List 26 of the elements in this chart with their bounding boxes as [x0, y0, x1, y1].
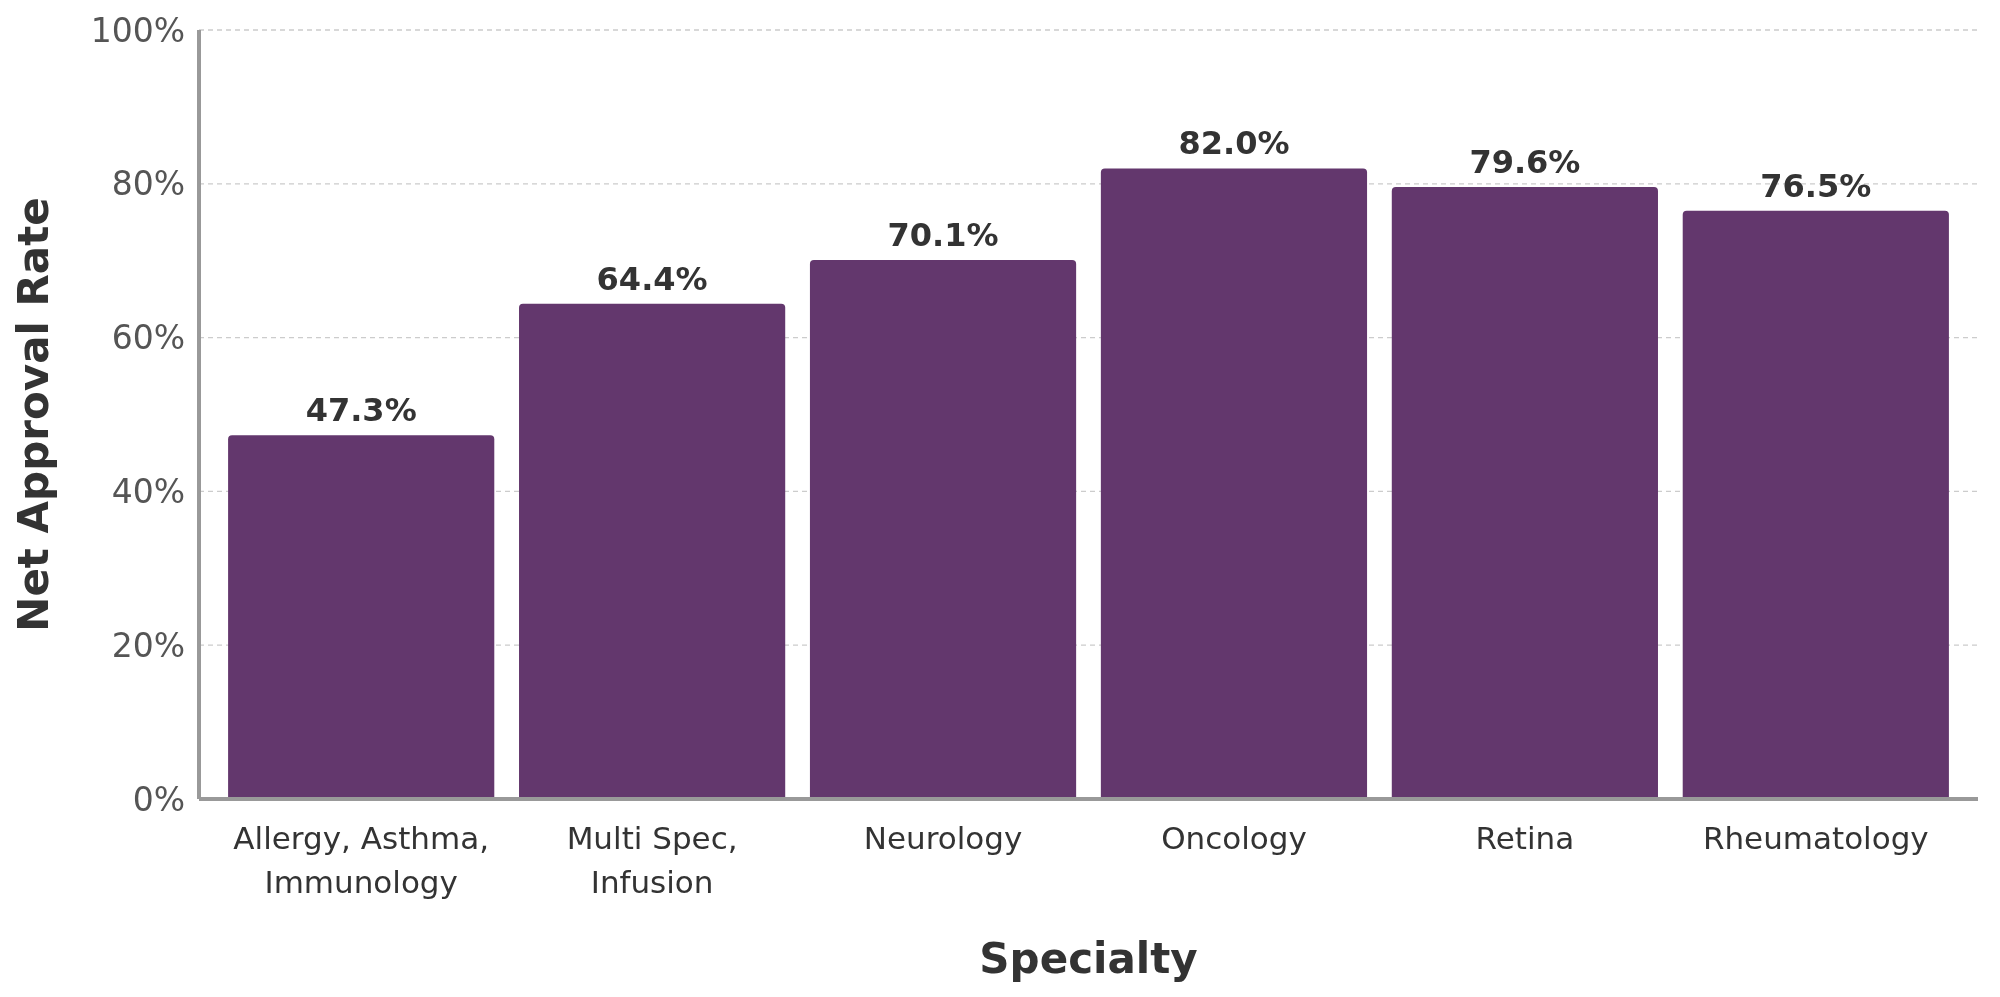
bar	[228, 435, 495, 799]
y-tick-label: 100%	[90, 10, 185, 50]
x-tick-label: Neurology	[863, 820, 1023, 856]
x-tick-label: Multi Spec, Infusion	[566, 820, 738, 900]
data-label: 47.3%	[305, 391, 417, 430]
y-axis-title: Net Approval Rate	[9, 197, 58, 632]
bar	[809, 259, 1077, 799]
data-label: 79.6%	[1469, 142, 1581, 181]
x-tick-label: Oncology	[1161, 820, 1307, 856]
data-label: 82.0%	[1178, 124, 1290, 163]
bar	[1682, 210, 1949, 799]
y-tick-label: 20%	[111, 625, 185, 665]
data-label: 70.1%	[887, 215, 999, 254]
y-tick-label: 80%	[111, 164, 185, 204]
data-label: 76.5%	[1760, 166, 1872, 205]
x-tick-label: Rheumatology	[1702, 820, 1929, 856]
bar	[519, 303, 786, 799]
y-tick-label: 60%	[111, 318, 185, 358]
y-tick-label: 0%	[132, 779, 185, 819]
x-tick-label: Retina	[1475, 820, 1575, 856]
y-tick-label: 40%	[111, 471, 185, 511]
bar	[1100, 168, 1368, 799]
x-axis-title: Specialty	[979, 934, 1198, 983]
bar	[1391, 186, 1658, 799]
data-label: 64.4%	[596, 259, 708, 298]
x-tick-label: Allergy, Asthma, Immunology	[233, 820, 490, 900]
